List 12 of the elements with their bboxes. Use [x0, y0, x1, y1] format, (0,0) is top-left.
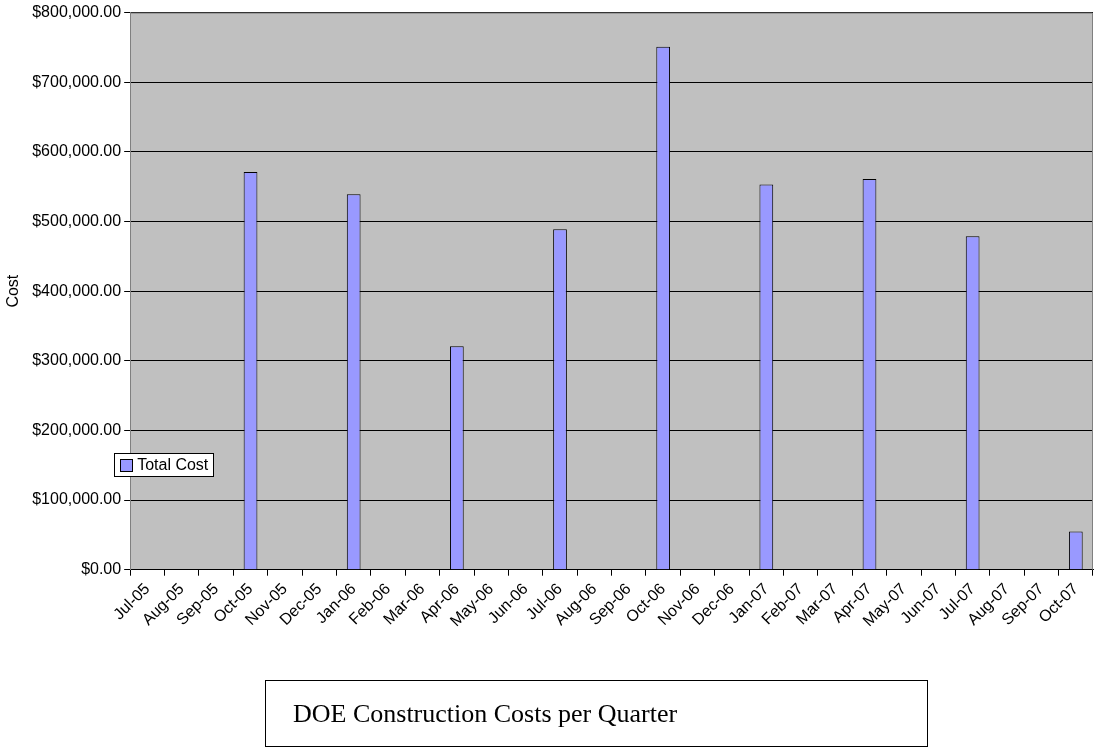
- y-tick-label: $0.00: [81, 560, 122, 578]
- y-tick-label: $600,000.00: [32, 142, 122, 160]
- y-tick-label: $400,000.00: [32, 281, 122, 299]
- legend-label: Total Cost: [137, 456, 209, 475]
- y-tick-label: $500,000.00: [32, 211, 122, 229]
- y-tick-label: $200,000.00: [32, 420, 122, 438]
- y-tick-label: $300,000.00: [32, 351, 122, 369]
- y-tick-label: $100,000.00: [32, 490, 122, 508]
- y-tick-label: $800,000.00: [32, 3, 122, 21]
- text: DOE Construction Costs per Quarter: [265, 680, 928, 747]
- y-axis-title: Cost: [4, 274, 22, 308]
- y-tick-label: $700,000.00: [32, 72, 122, 90]
